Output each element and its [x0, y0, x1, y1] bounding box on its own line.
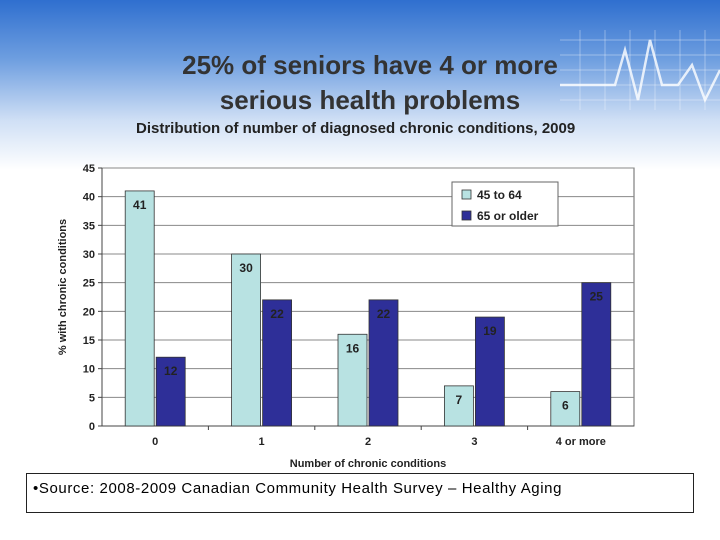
bar-45-to-64	[337, 333, 368, 427]
x-tick-label: 1	[259, 436, 265, 448]
bar-45-to-64	[124, 190, 155, 427]
bar-65-or-older	[368, 299, 399, 427]
x-tick-label: 2	[365, 436, 371, 448]
title-line-1: 25% of seniors have 4 or more	[182, 50, 558, 80]
bar-65-or-older	[262, 299, 293, 427]
bar-45-to-64	[550, 391, 581, 427]
heartbeat-decoration-icon	[560, 30, 720, 110]
y-tick-label: 25	[83, 278, 95, 290]
bar-45-to-64	[231, 253, 262, 427]
legend-swatch	[461, 189, 472, 200]
x-tick-label: 3	[471, 436, 477, 448]
bar-value-label: 19	[483, 324, 497, 338]
y-tick-label: 5	[89, 392, 95, 404]
bar-65-or-older	[474, 316, 505, 427]
source-text: •Source: 2008-2009 Canadian Community He…	[33, 480, 563, 497]
y-tick-label: 35	[83, 220, 95, 232]
bar-value-label: 22	[270, 307, 284, 321]
y-tick-label: 45	[83, 163, 95, 175]
x-tick-label: 4 or more	[556, 436, 606, 448]
y-tick-label: 0	[89, 421, 95, 433]
x-axis-title: Number of chronic conditions	[290, 458, 446, 470]
x-tick-label: 0	[152, 436, 158, 448]
y-tick-label: 30	[83, 249, 95, 261]
bar-value-label: 6	[562, 399, 569, 413]
y-tick-label: 20	[83, 306, 95, 318]
source-box: •Source: 2008-2009 Canadian Community He…	[26, 473, 694, 513]
title-line-2: serious health problems	[219, 85, 521, 115]
legend-label: 65 or older	[477, 209, 539, 223]
legend-swatch	[461, 210, 472, 221]
bar-65-or-older	[155, 356, 186, 427]
bar-65-or-older	[581, 282, 612, 427]
bar-value-label: 41	[133, 198, 147, 212]
y-tick-label: 15	[83, 335, 95, 347]
bar-value-label: 30	[239, 261, 253, 275]
bar-value-label: 7	[456, 393, 463, 407]
chart-title: Distribution of number of diagnosed chro…	[136, 120, 576, 137]
bar-value-label: 12	[164, 364, 178, 378]
bar-value-label: 22	[377, 307, 391, 321]
legend-label: 45 to 64	[477, 188, 522, 202]
y-tick-label: 10	[83, 364, 95, 376]
bar-45-to-64	[443, 385, 474, 427]
y-tick-label: 40	[83, 192, 95, 204]
bar-value-label: 25	[590, 290, 604, 304]
page-title: 25% of seniors have 4 or more serious he…	[0, 48, 720, 118]
y-axis-title: % with chronic conditions	[57, 219, 69, 355]
legend-box	[451, 181, 559, 227]
bar-chart: 0510152025303540454112030221162227193625…	[57, 163, 635, 470]
bar-value-label: 16	[346, 341, 360, 355]
